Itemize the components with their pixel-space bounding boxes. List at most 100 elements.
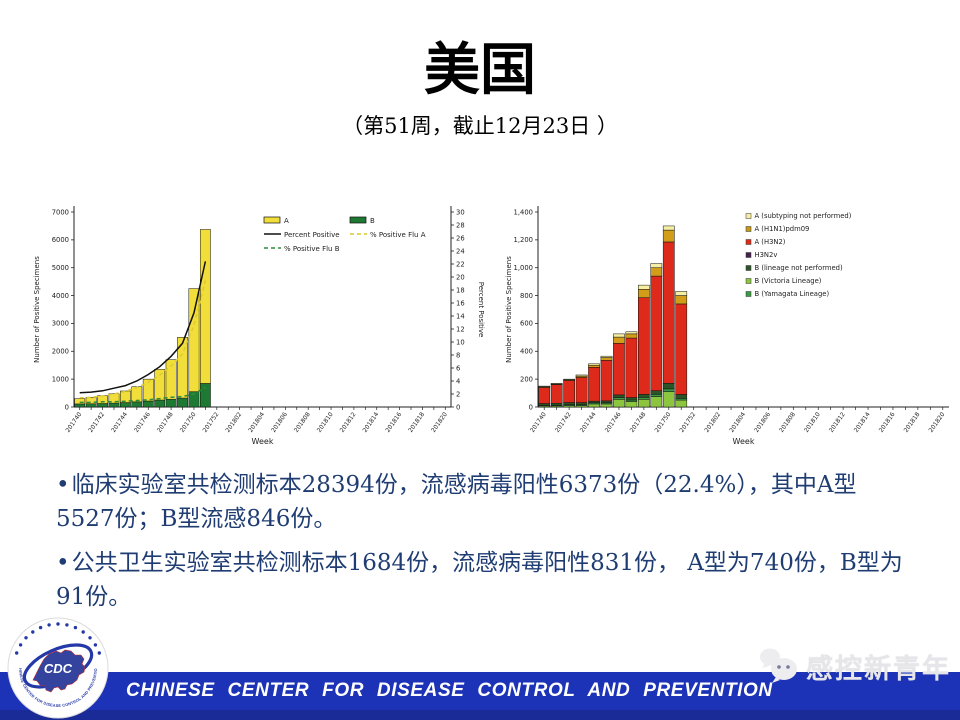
bar-segment [638,397,650,400]
bar-segment [142,400,154,408]
logo-dot [88,636,92,640]
legend-label: B (Victoria Lineage) [755,277,822,285]
bar-segment [563,378,575,381]
y-tick-label: 1,000 [514,264,533,272]
y-tick-label: 5000 [52,264,69,272]
y2-tick-label: 2 [456,390,460,398]
bar-segment [563,402,575,406]
bar-segment [600,360,613,402]
y-tick-label: 3000 [52,320,69,328]
x-tick-label: 201748 [629,411,648,434]
y-tick-label: 1,200 [514,236,533,244]
y-tick-label: 400 [520,348,533,356]
x-tick-label: 201812 [828,411,847,434]
y-tick-label: 0 [529,403,533,411]
x-tick-label: 201746 [133,411,152,434]
bar-segment [662,229,675,243]
x-tick-label: 201816 [384,411,403,434]
bar-segment [97,403,108,408]
trend-line [79,261,207,394]
footer-org-name: CHINESE CENTER FOR DISEASE CONTROL AND P… [126,680,773,701]
x-tick-label: 201752 [678,411,697,434]
bar-segment [662,225,675,231]
watermark-text: 感控新青年 [806,653,951,684]
bar-segment [638,297,650,395]
x-tick-label: 201804 [247,411,266,434]
page-subtitle: （第51周，截止12月23日 ） [342,114,618,138]
bar-segment [142,378,154,402]
bar-segment [625,333,638,339]
y-tick-label: 2000 [52,348,69,356]
bar-segment [588,403,600,408]
x-tick-label: 201818 [407,411,426,434]
bar-segment [613,336,625,344]
bar-segment [662,241,675,384]
x-tick-label: 201742 [554,411,573,434]
x-tick-label: 201810 [803,411,822,434]
bar-segment [563,380,575,403]
y2-tick-label: 0 [456,403,460,411]
x-tick-label: 201752 [202,411,221,434]
x-tick-label: 201748 [156,411,175,434]
bullet-marker: • [56,550,70,576]
legend-swatch [745,265,752,271]
x-tick-label: 201808 [293,411,312,434]
legend-label: A [284,217,289,225]
footer-bar [0,672,960,710]
bar-segment [85,403,97,408]
x-tick-label: 201804 [728,411,747,434]
bar-segment [588,400,600,404]
bar-segment [550,402,563,406]
logo-dot [15,651,19,655]
logo-dot [65,623,69,627]
x-tick-label: 201806 [270,411,289,434]
bar-segment [74,403,86,408]
bar-segment [108,393,120,404]
x-tick-label: 201802 [224,411,243,434]
y2-tick-label: 24 [456,247,465,255]
y-tick-label: 1000 [52,375,69,383]
legend-label: B (Yamagata Lineage) [755,290,830,298]
bar-segment [575,374,588,377]
bar-segment [625,331,638,335]
x-tick-label: 201746 [604,411,623,434]
x-tick-label: 201740 [529,411,548,434]
bar-segment [613,399,625,408]
logo-dot [31,630,35,634]
x-axis-label: Week [252,437,274,446]
bar-segment [600,357,613,361]
bar-segment [662,388,675,392]
legend-swatch [745,226,752,232]
legend-label: B (lineage not performed) [755,264,843,272]
bar-segment [675,399,688,408]
page-title: 美国 [424,37,536,103]
x-tick-label: 201812 [339,411,358,434]
y2-tick-label: 18 [456,286,465,294]
bullet-public-health-labs-text: 公共卫生实验室共检测标本1684份，流感病毒阳性831份， A型为740份，B型… [56,550,903,610]
bar-segment [177,397,188,408]
bar-segment [154,369,166,401]
bar-segment [650,267,663,277]
logo-dot [38,625,43,630]
bar-segment [177,337,188,399]
bar-segment [650,394,663,397]
clinical-labs-chart: 0 1000 2000 3000 4000 5000 6000 7000 Number of P… [33,206,485,446]
bar-segment [108,402,120,408]
x-tick-label: 201810 [316,411,335,434]
bar-segment [613,394,625,398]
logo-dot [73,625,78,630]
bullet-marker: • [56,472,70,498]
y2-tick-label: 28 [456,221,465,229]
legend-label: % Positive Flu A [370,231,426,239]
legend-swatch [745,213,752,219]
bar-segment [131,386,143,403]
logo-cdc-text: CDC [44,661,73,676]
x-tick-label: 201820 [430,411,449,434]
bar-segment [625,401,638,408]
bar-segment [538,403,551,406]
x-tick-label: 201802 [703,411,722,434]
bar-segment [613,333,625,338]
footer-bottom-strip [0,710,960,720]
logo-dot [81,630,85,634]
